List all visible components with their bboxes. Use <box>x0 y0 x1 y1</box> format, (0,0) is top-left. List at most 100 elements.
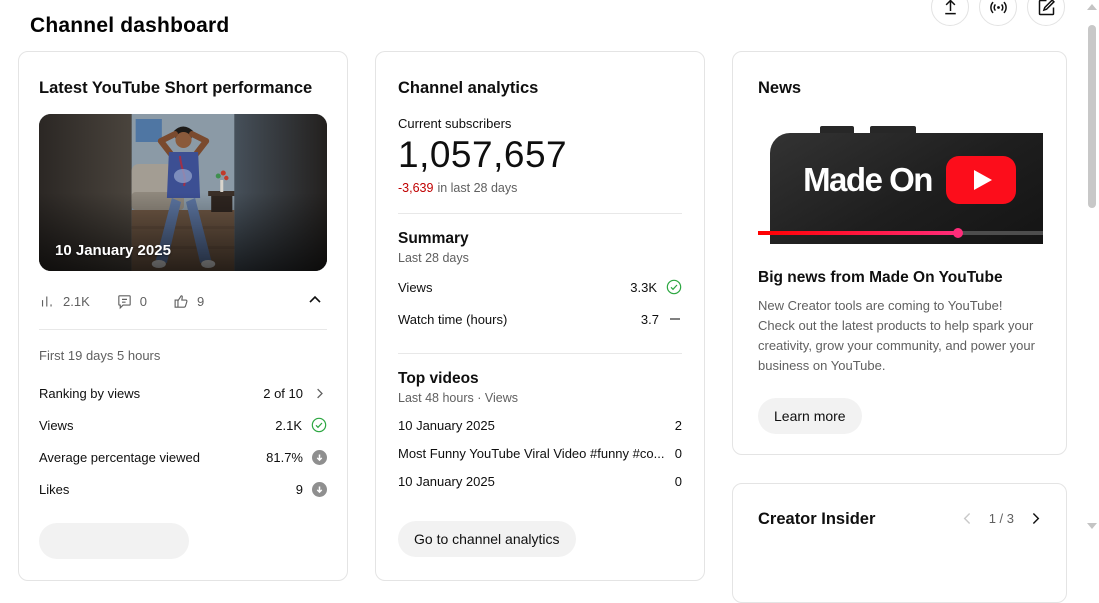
chevron-right-icon <box>317 388 323 398</box>
short-comments-count: 0 <box>139 293 147 309</box>
subscribers-count: 1,057,657 <box>398 134 568 175</box>
metric-label: Views <box>398 279 433 295</box>
metric-row-views: Views 2.1K <box>39 409 327 441</box>
insider-pagination: 1 / 3 <box>959 510 1044 527</box>
short-quick-stats: 2.1K 0 9 <box>39 287 327 315</box>
short-video-thumbnail[interactable]: 10 January 2025 <box>39 114 327 271</box>
top-video-row[interactable]: Most Funny YouTube Viral Video #funny #c… <box>398 439 682 467</box>
divider <box>39 329 327 330</box>
news-card-title: News <box>758 79 802 97</box>
divider <box>398 213 682 214</box>
metric-row-likes: Likes 9 <box>39 473 327 505</box>
top-video-title: 10 January 2025 <box>398 417 495 433</box>
right-column: News Made On Big news from Made On <box>732 51 1067 603</box>
upload-video-button[interactable] <box>931 0 969 26</box>
check-circle-icon <box>311 417 327 433</box>
metric-value: 3.7 <box>640 311 659 327</box>
down-arrow-circle-icon <box>312 481 327 497</box>
video-progress-fill <box>758 231 958 235</box>
page-scrollbar <box>1085 0 1099 533</box>
create-post-button[interactable] <box>1027 0 1065 26</box>
metric-value: 9 <box>295 481 303 497</box>
short-likes-stat: 9 <box>173 293 204 310</box>
short-card-title: Latest YouTube Short performance <box>39 79 313 97</box>
short-views-count: 2.1K <box>63 293 90 309</box>
comment-icon <box>118 294 131 309</box>
pagination-prev-button[interactable] <box>959 510 976 527</box>
divider <box>398 353 682 354</box>
broadcast-icon <box>989 1 1007 13</box>
news-banner-image[interactable]: Made On <box>758 126 1043 244</box>
page-title: Channel dashboard <box>30 14 230 38</box>
made-on-text: Made On <box>803 161 933 198</box>
analytics-bars-icon <box>41 296 52 306</box>
chevron-up-icon <box>309 295 321 303</box>
scrollbar-thumb[interactable] <box>1088 25 1096 208</box>
collapse-card-button[interactable] <box>303 288 327 315</box>
short-analytics-button[interactable] <box>39 523 189 559</box>
learn-more-button[interactable]: Learn more <box>758 398 862 434</box>
metric-value: 81.7% <box>266 449 303 465</box>
news-body-text: New Creator tools are coming to YouTube!… <box>758 298 1035 373</box>
top-videos-title: Top videos <box>398 370 479 387</box>
top-video-views: 0 <box>674 445 682 461</box>
metric-label: Ranking by views <box>39 385 141 401</box>
short-comments-stat: 0 <box>116 293 147 310</box>
top-videos-subtitle: Last 48 hours · Views <box>398 391 518 405</box>
upload-icon <box>944 0 956 14</box>
insider-card-title: Creator Insider <box>758 510 876 528</box>
header-actions <box>931 0 1065 26</box>
short-thumbnail-art <box>39 114 327 271</box>
channel-analytics-card: Channel analytics Current subscribers 1,… <box>375 51 705 581</box>
made-on-lockup: Made On <box>770 156 1043 204</box>
phone-button-decoration <box>870 126 916 133</box>
scroll-up-arrow[interactable] <box>1087 4 1097 10</box>
subscribers-delta: -3,639 in last 28 days <box>398 181 682 195</box>
metric-row-ranking[interactable]: Ranking by views 2 of 10 <box>39 377 327 409</box>
chevron-left-icon <box>963 513 970 524</box>
top-video-title: Most Funny YouTube Viral Video #funny #c… <box>398 445 665 461</box>
youtube-play-logo-icon <box>945 156 1016 204</box>
summary-subtitle: Last 28 days <box>398 251 469 265</box>
top-video-row[interactable]: 10 January 2025 0 <box>398 467 682 495</box>
thumbs-up-icon <box>174 294 188 308</box>
top-video-views: 2 <box>674 417 682 433</box>
go-live-button[interactable] <box>979 0 1017 26</box>
top-video-title: 10 January 2025 <box>398 473 495 489</box>
down-arrow-circle-icon <box>312 449 327 465</box>
metric-value: 2 of 10 <box>263 385 303 401</box>
top-video-row[interactable]: 10 January 2025 2 <box>398 411 682 439</box>
short-likes-count: 9 <box>196 293 205 309</box>
analytics-card-title: Channel analytics <box>398 79 539 97</box>
metric-value: 3.3K <box>630 279 657 295</box>
scroll-down-arrow[interactable] <box>1087 523 1097 529</box>
short-metrics-list: Ranking by views 2 of 10 Views 2.1K Aver… <box>39 377 327 505</box>
metric-label: Average percentage viewed <box>39 449 200 465</box>
chevron-right-icon <box>1032 513 1040 524</box>
metric-label: Likes <box>39 481 70 497</box>
news-card: News Made On Big news from Made On <box>732 51 1067 455</box>
pagination-count: 1 / 3 <box>988 511 1014 526</box>
metric-row-avg-viewed: Average percentage viewed 81.7% <box>39 441 327 473</box>
pagination-next-button[interactable] <box>1027 510 1044 527</box>
phone-button-decoration <box>820 126 854 133</box>
short-performance-card: Latest YouTube Short performance <box>18 51 348 581</box>
edit-icon <box>1038 0 1055 15</box>
check-circle-icon <box>666 279 682 295</box>
summary-row-views: Views 3.3K <box>398 271 682 303</box>
metric-label: Views <box>39 417 74 433</box>
video-progress-bar <box>758 228 1043 238</box>
news-headline: Big news from Made On YouTube <box>758 269 1003 286</box>
go-to-channel-analytics-button[interactable]: Go to channel analytics <box>398 521 576 557</box>
subscribers-label: Current subscribers <box>398 116 512 131</box>
delta-suffix: in last 28 days <box>437 181 518 195</box>
summary-row-watch-time: Watch time (hours) 3.7 <box>398 303 682 335</box>
dashboard-cards: Latest YouTube Short performance <box>18 51 1067 603</box>
video-progress-dot <box>952 228 963 238</box>
no-change-dash-icon <box>670 318 680 320</box>
creator-insider-card: Creator Insider 1 / 3 <box>732 483 1067 603</box>
metric-label: Watch time (hours) <box>398 311 508 327</box>
top-videos-list: 10 January 2025 2 Most Funny YouTube Vir… <box>398 411 682 495</box>
short-thumbnail-date: 10 January 2025 <box>55 242 171 259</box>
summary-title: Summary <box>398 230 469 247</box>
